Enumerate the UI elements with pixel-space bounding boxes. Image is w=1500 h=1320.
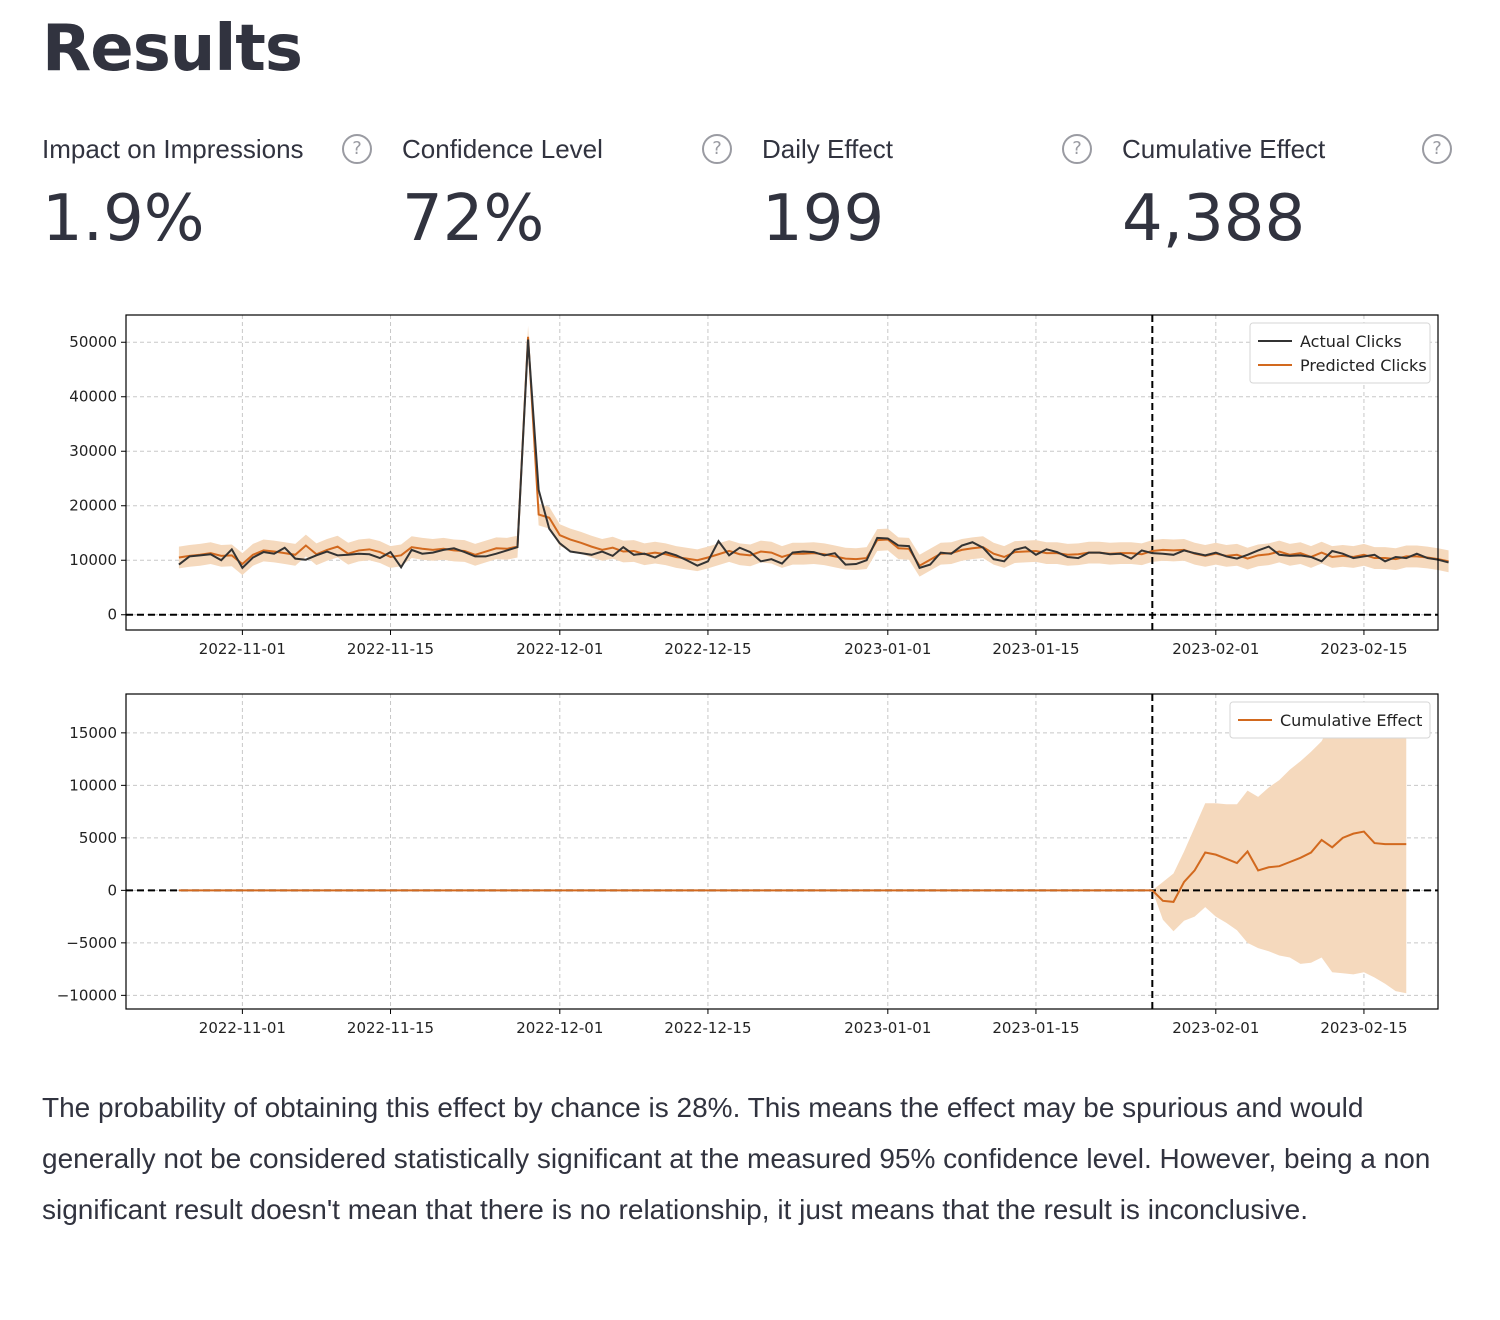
- y-tick-label: 30000: [69, 442, 117, 460]
- predicted-clicks-line: [178, 336, 1449, 568]
- actual-vs-predicted-chart: 2022-11-01 2022-11-15 2022-12-01 2022-12-15…: [69, 314, 1449, 658]
- legend-label: Predicted Clicks: [1300, 356, 1427, 375]
- x-tick-label: 2022-11-15: [347, 640, 434, 658]
- y-tick-label: 10000: [69, 551, 117, 569]
- cumulative-effect-chart: 2022-11-01 2022-11-15 2022-12-01 2022-12-15…: [57, 693, 1439, 1037]
- metric-impact: Impact on Impressions ? 1.9%: [42, 130, 372, 270]
- y-tick-label: 40000: [69, 388, 117, 406]
- plot-frame: [125, 314, 1439, 631]
- y-tick-label: 20000: [69, 497, 117, 515]
- metric-value: 1.9%: [42, 182, 205, 256]
- x-tick-label: 2022-11-15: [347, 1019, 434, 1037]
- y-tick-label: 0: [107, 881, 117, 899]
- x-tick-label: 2023-01-15: [992, 640, 1079, 658]
- metric-daily-effect: Daily Effect ? 199: [762, 130, 1092, 270]
- x-tick-label: 2023-02-01: [1172, 1019, 1259, 1037]
- legend-label: Cumulative Effect: [1280, 711, 1422, 730]
- x-tick-label: 2022-12-01: [516, 640, 603, 658]
- y-tick-label: 15000: [69, 724, 117, 742]
- metric-label: Impact on Impressions: [42, 134, 304, 164]
- metric-label: Cumulative Effect: [1122, 134, 1326, 164]
- metric-label: Daily Effect: [762, 134, 894, 164]
- x-tick-label: 2023-01-01: [844, 1019, 931, 1037]
- y-tick-label: 50000: [69, 333, 117, 351]
- question-circle-icon[interactable]: ?: [1062, 134, 1092, 164]
- y-tick-label: 5000: [79, 829, 117, 847]
- metric-confidence: Confidence Level ? 72%: [402, 130, 732, 270]
- prediction-band: [178, 325, 1449, 577]
- metric-cumulative-effect: Cumulative Effect ? 4,388: [1122, 130, 1452, 270]
- x-tick-label: 2023-02-01: [1172, 640, 1259, 658]
- question-circle-icon[interactable]: ?: [342, 134, 372, 164]
- x-tick-label: 2022-12-15: [664, 1019, 751, 1037]
- y-tick-label: 10000: [69, 776, 117, 794]
- y-tick-label: −10000: [57, 986, 117, 1004]
- x-tick-label: 2023-01-01: [844, 640, 931, 658]
- confidence-band: [1152, 711, 1407, 994]
- legend-box: [1229, 701, 1431, 739]
- y-tick-label: −5000: [66, 934, 117, 952]
- metric-label: Confidence Level: [402, 134, 603, 164]
- plot-frame: [125, 693, 1439, 1010]
- page-title: Results: [42, 12, 303, 86]
- legend-label: Actual Clicks: [1300, 332, 1402, 351]
- metric-value: 72%: [402, 182, 545, 256]
- x-tick-label: 2022-12-15: [664, 640, 751, 658]
- question-circle-icon[interactable]: ?: [702, 134, 732, 164]
- x-tick-label: 2023-01-15: [992, 1019, 1079, 1037]
- result-explanation: The probability of obtaining this effect…: [42, 1092, 1431, 1225]
- metric-value: 4,388: [1122, 182, 1306, 256]
- x-tick-label: 2023-02-15: [1320, 640, 1407, 658]
- question-circle-icon[interactable]: ?: [1422, 134, 1452, 164]
- legend-box: [1249, 322, 1431, 384]
- x-tick-label: 2022-11-01: [199, 640, 286, 658]
- y-tick-label: 0: [107, 606, 117, 624]
- x-tick-label: 2022-11-01: [199, 1019, 286, 1037]
- cumulative-effect-line: [1151, 830, 1407, 903]
- actual-clicks-line: [178, 339, 1449, 570]
- metric-value: 199: [762, 182, 885, 256]
- x-tick-label: 2022-12-01: [516, 1019, 603, 1037]
- x-tick-label: 2023-02-15: [1320, 1019, 1407, 1037]
